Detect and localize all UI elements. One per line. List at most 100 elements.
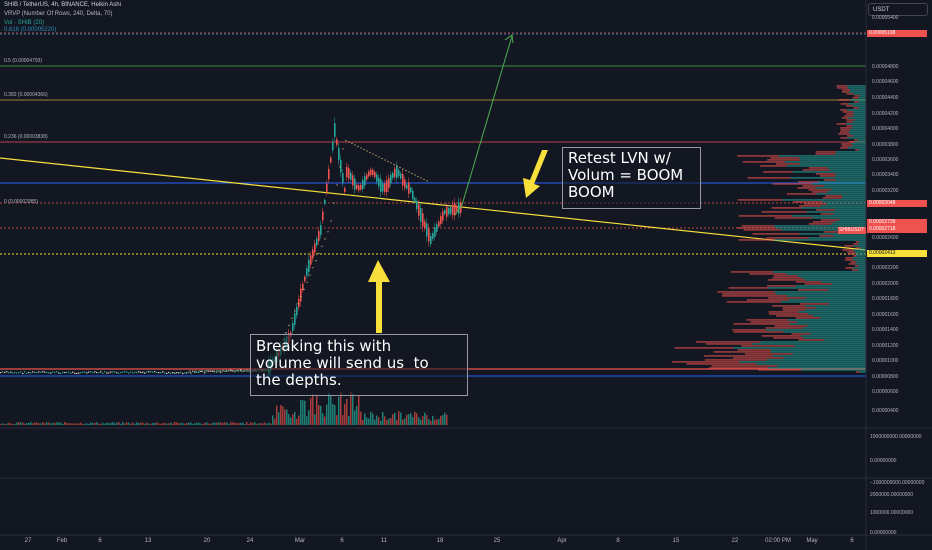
candle xyxy=(424,221,426,229)
annotation-retest-lvn[interactable]: Retest LVN w/ Volum = BOOM BOOM xyxy=(562,147,701,209)
ma-dot xyxy=(384,159,386,161)
volume-bar xyxy=(236,423,238,425)
vp-bar-down xyxy=(799,205,821,207)
vp-bar-up xyxy=(859,95,866,97)
volume-bar xyxy=(80,422,82,425)
volume-axis-label: 0.00000000 xyxy=(870,458,897,464)
candle xyxy=(132,372,134,374)
volume-bar xyxy=(282,406,284,425)
price-badge: 0.00002718 xyxy=(867,226,927,233)
vp-bar-down xyxy=(825,195,843,197)
vp-bar-up xyxy=(808,313,866,315)
volume-bar xyxy=(106,422,108,425)
vp-bar-up xyxy=(858,107,866,109)
vp-bar-down xyxy=(695,341,761,343)
annotation-breaking[interactable]: Breaking this with volume will send us t… xyxy=(250,334,468,396)
candle xyxy=(198,371,200,374)
vp-bar-down xyxy=(747,177,791,179)
price-axis-label: 0.00003800 xyxy=(872,142,899,148)
volume-bar xyxy=(402,419,404,425)
vp-bar-down xyxy=(822,197,842,199)
volume-bar xyxy=(404,418,406,425)
symbol-title[interactable]: SHIB / TetherUS, 4h, BINANCE, Heikin Ash… xyxy=(4,2,121,8)
volume-bar xyxy=(210,423,212,425)
volume-bar xyxy=(398,411,400,425)
vp-bar-down xyxy=(733,323,790,325)
vp-bar-down xyxy=(808,223,832,225)
vp-bar-down xyxy=(842,111,854,113)
vp-bar-up xyxy=(853,135,866,137)
volume-bar xyxy=(168,423,170,425)
volume-bar xyxy=(52,422,54,425)
vp-bar-down xyxy=(750,321,797,323)
indicator-vrvp[interactable]: VRVP (Number Of Rows, 240, Delta, 70) xyxy=(4,11,113,17)
volume-bar xyxy=(28,422,30,425)
vp-bar-down xyxy=(838,99,851,101)
vp-bar-down xyxy=(852,97,859,99)
candle xyxy=(54,371,56,374)
candle xyxy=(86,372,88,374)
volume-bar xyxy=(150,423,152,425)
candle xyxy=(226,370,228,372)
vp-bar-up xyxy=(816,193,866,195)
vp-bar-down xyxy=(733,331,784,333)
volume-bar xyxy=(146,422,148,425)
vp-bar-down xyxy=(773,275,798,277)
candle xyxy=(374,172,376,178)
currency-button[interactable]: USDT xyxy=(868,3,928,16)
ma-dot xyxy=(297,303,299,305)
price-axis-label: 0.00000600 xyxy=(872,389,899,395)
candle xyxy=(412,190,414,200)
volume-bar xyxy=(62,423,64,425)
volume-bar xyxy=(36,422,38,425)
candle xyxy=(436,224,438,232)
volume-bar xyxy=(300,399,302,425)
volume-bar xyxy=(356,405,358,425)
vp-bar-up xyxy=(842,195,866,197)
symbol-badge: SHIBUSDT xyxy=(838,227,866,234)
vp-bar-down xyxy=(816,173,836,175)
candle xyxy=(372,169,374,175)
candle xyxy=(180,371,182,374)
volume-bar xyxy=(70,423,72,425)
candle xyxy=(186,372,188,374)
volume-bar xyxy=(388,418,390,425)
candle xyxy=(344,187,346,193)
vp-bar-down xyxy=(853,101,859,103)
vp-bar-down xyxy=(823,231,839,233)
vp-bar-up xyxy=(756,363,866,365)
vp-bar-down xyxy=(853,255,857,257)
vp-bar-up xyxy=(823,185,866,187)
ma-dot xyxy=(219,370,221,372)
ma-dot xyxy=(213,370,215,372)
vp-bar-down xyxy=(808,167,828,169)
vp-bar-up xyxy=(812,217,866,219)
ma-dot xyxy=(207,370,209,372)
vp-bar-down xyxy=(842,249,853,251)
vp-bar-down xyxy=(770,157,800,159)
volume-bar xyxy=(46,422,48,425)
ma-dot xyxy=(201,370,203,372)
candle xyxy=(208,370,210,372)
ma-dot xyxy=(390,162,392,164)
vp-bar-down xyxy=(772,277,802,279)
vp-bar-up xyxy=(853,245,866,247)
volume-bar xyxy=(170,422,172,425)
candle xyxy=(242,370,244,373)
vp-bar-up xyxy=(739,361,866,363)
candle xyxy=(442,211,444,221)
vp-bar-up xyxy=(812,183,866,185)
volume-bar xyxy=(326,404,328,425)
vp-bar-up xyxy=(855,263,866,265)
indicator-volume[interactable]: Vol · SHIB (20) xyxy=(4,20,45,26)
vp-bar-down xyxy=(820,219,840,221)
vp-bar-up xyxy=(835,173,866,175)
volume-bar xyxy=(56,422,58,425)
ma-dot xyxy=(330,220,332,222)
volume-bar xyxy=(308,410,310,425)
candle xyxy=(378,177,380,187)
vp-bar-up xyxy=(848,131,866,133)
volume-axis-label: 2000000.00000000 xyxy=(870,492,914,498)
